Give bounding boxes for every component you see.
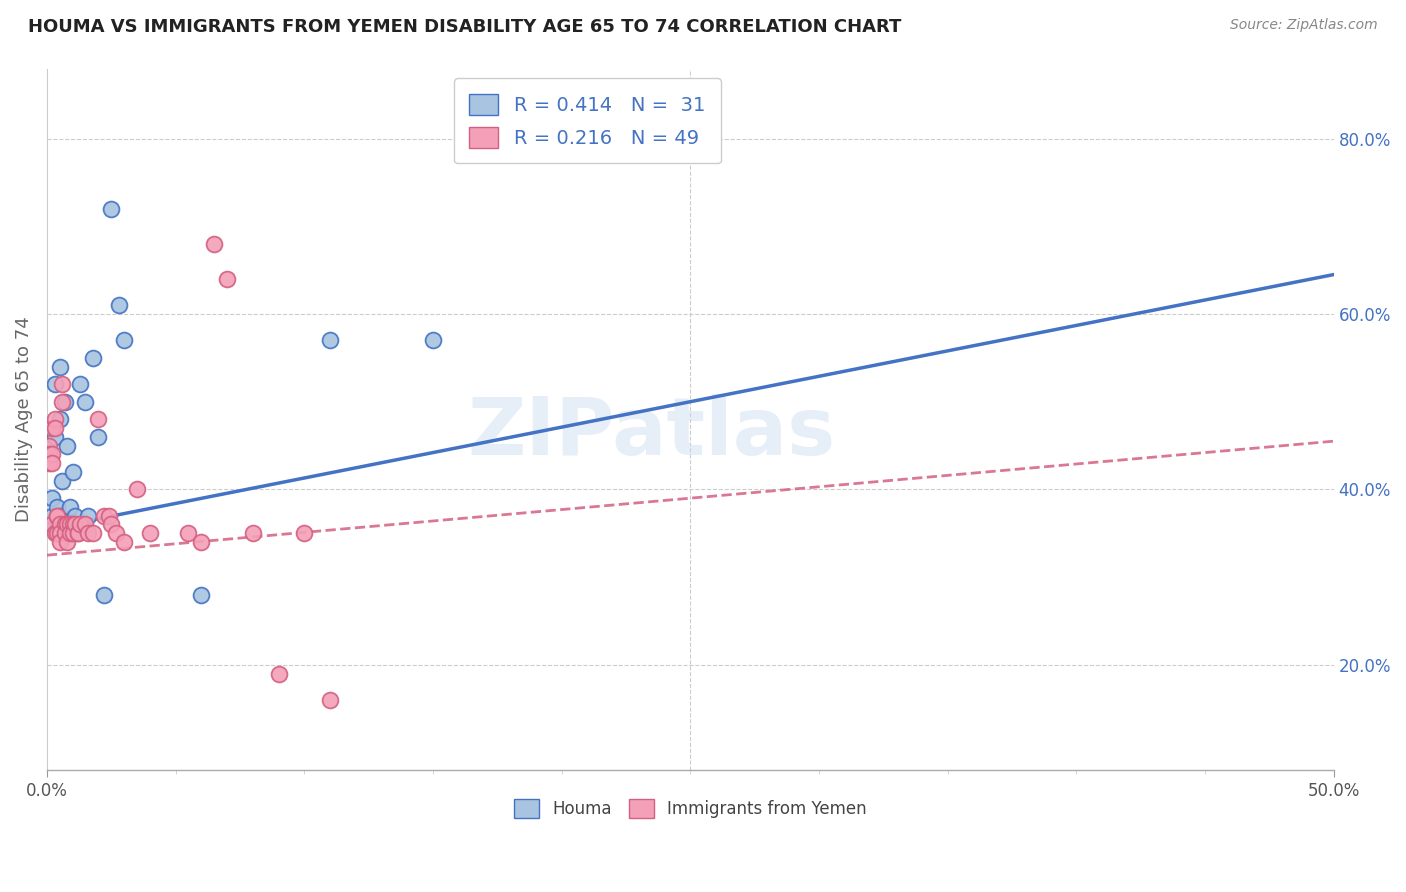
Point: [56, 535, 79, 549]
Point: [93, 588, 115, 602]
Point: [41, 508, 63, 523]
Point: [190, 588, 212, 602]
Point: [41, 447, 63, 461]
Point: [82, 351, 104, 365]
Point: [41, 491, 63, 505]
Point: [53, 517, 76, 532]
Point: [62, 517, 84, 532]
Point: [77, 526, 100, 541]
Text: ZIPatlas: ZIPatlas: [468, 394, 835, 472]
Point: [56, 439, 79, 453]
Point: [53, 526, 76, 541]
Point: [53, 394, 76, 409]
Point: [319, 693, 342, 707]
Point: [51, 517, 73, 532]
Point: [46, 500, 69, 514]
Point: [177, 526, 200, 541]
Point: [56, 517, 79, 532]
Point: [38, 439, 60, 453]
Point: [46, 526, 69, 541]
Point: [87, 430, 110, 444]
Point: [41, 421, 63, 435]
Point: [242, 526, 264, 541]
Point: [112, 535, 135, 549]
Point: [190, 535, 212, 549]
Legend: Houma, Immigrants from Yemen: Houma, Immigrants from Yemen: [508, 793, 873, 825]
Point: [108, 298, 131, 312]
Point: [97, 508, 120, 523]
Point: [63, 517, 86, 532]
Point: [69, 377, 91, 392]
Point: [105, 526, 128, 541]
Point: [292, 526, 315, 541]
Point: [46, 526, 69, 541]
Point: [46, 508, 69, 523]
Point: [49, 517, 72, 532]
Point: [49, 359, 72, 374]
Point: [46, 508, 69, 523]
Point: [202, 236, 225, 251]
Point: [62, 526, 84, 541]
Point: [49, 526, 72, 541]
Text: Source: ZipAtlas.com: Source: ZipAtlas.com: [1230, 18, 1378, 32]
Point: [49, 508, 72, 523]
Point: [41, 517, 63, 532]
Point: [49, 412, 72, 426]
Point: [100, 517, 122, 532]
Point: [44, 412, 66, 426]
Point: [139, 526, 162, 541]
Point: [56, 517, 79, 532]
Point: [100, 202, 122, 216]
Point: [59, 517, 82, 532]
Point: [63, 508, 86, 523]
Point: [51, 377, 73, 392]
Point: [82, 526, 104, 541]
Point: [75, 517, 97, 532]
Point: [267, 666, 290, 681]
Point: [93, 508, 115, 523]
Point: [59, 500, 82, 514]
Point: [41, 456, 63, 470]
Point: [44, 526, 66, 541]
Point: [51, 394, 73, 409]
Point: [125, 483, 148, 497]
Text: HOUMA VS IMMIGRANTS FROM YEMEN DISABILITY AGE 65 TO 74 CORRELATION CHART: HOUMA VS IMMIGRANTS FROM YEMEN DISABILIT…: [28, 18, 901, 36]
Point: [66, 526, 89, 541]
Point: [319, 334, 342, 348]
Point: [215, 272, 238, 286]
Y-axis label: Disability Age 65 to 74: Disability Age 65 to 74: [15, 317, 32, 522]
Point: [44, 430, 66, 444]
Point: [44, 377, 66, 392]
Point: [59, 526, 82, 541]
Point: [44, 421, 66, 435]
Point: [51, 474, 73, 488]
Point: [422, 334, 444, 348]
Point: [77, 508, 100, 523]
Point: [112, 334, 135, 348]
Point: [87, 412, 110, 426]
Point: [75, 394, 97, 409]
Point: [49, 535, 72, 549]
Point: [38, 447, 60, 461]
Point: [38, 517, 60, 532]
Point: [38, 456, 60, 470]
Point: [66, 526, 89, 541]
Point: [62, 465, 84, 479]
Point: [69, 517, 91, 532]
Point: [53, 526, 76, 541]
